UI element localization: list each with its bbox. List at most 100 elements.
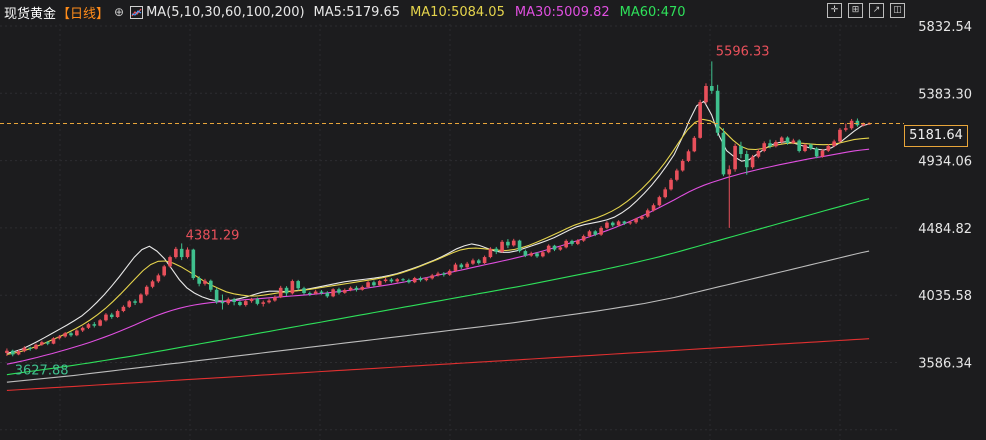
- candle-down: [552, 245, 557, 250]
- candle-up: [290, 281, 295, 294]
- candle-up: [546, 245, 551, 253]
- candle-up: [686, 151, 691, 161]
- candle-down: [302, 288, 306, 294]
- candle-up: [366, 282, 370, 288]
- candle-up: [675, 170, 679, 180]
- candle-down: [255, 299, 260, 304]
- candle-up: [576, 240, 580, 244]
- candle-down: [570, 240, 574, 244]
- candle-up: [762, 143, 767, 152]
- candle-down: [28, 347, 33, 349]
- candle-down: [797, 140, 801, 152]
- candle-down: [214, 289, 219, 302]
- candle-down: [354, 287, 359, 290]
- candle-up: [40, 342, 44, 345]
- candle-up: [412, 278, 417, 283]
- candle-down: [809, 144, 813, 149]
- candle-up: [634, 218, 638, 223]
- candle-down: [535, 253, 539, 257]
- add-indicator-icon[interactable]: ⊕: [114, 5, 125, 19]
- candle-up: [98, 320, 102, 326]
- candle-up: [500, 241, 504, 252]
- y-tick-label: 4934.06: [918, 155, 972, 170]
- candle-up: [861, 123, 866, 126]
- candle-up: [395, 279, 400, 282]
- ma100-line: [6, 250, 870, 383]
- candle-down: [401, 279, 405, 281]
- candle-down: [855, 120, 860, 126]
- candle-up: [482, 257, 487, 264]
- candle-down: [389, 279, 394, 282]
- candle-up: [698, 102, 702, 138]
- candle-up: [581, 236, 586, 241]
- candle-up: [273, 297, 277, 301]
- indicator-bar: 现货黄金 【日线】 ⊕ MA(5,10,30,60,100,200) MA5:5…: [0, 0, 820, 24]
- candle-up: [791, 140, 796, 143]
- split-view-icon[interactable]: ◫: [890, 3, 905, 18]
- candle-down: [191, 249, 196, 279]
- y-axis: 5832.54 5383.30 4934.06 4484.82 4035.58 3586.…: [918, 20, 972, 372]
- candle-up: [267, 300, 271, 303]
- candle-up: [657, 197, 662, 206]
- candle-up: [63, 333, 67, 337]
- candle-down: [814, 148, 819, 157]
- candle-up: [564, 240, 568, 248]
- candle-up: [820, 150, 825, 157]
- low-annotation: 3627.88: [15, 363, 69, 378]
- candle-down: [10, 350, 15, 355]
- candle-down: [45, 342, 50, 344]
- candle-up: [727, 169, 732, 175]
- candle-up: [261, 302, 266, 304]
- annotations: 5596.33 4381.29 3627.88: [15, 44, 770, 378]
- candle-down: [459, 264, 464, 268]
- candle-down: [744, 154, 749, 168]
- candle-down: [523, 251, 528, 256]
- candle-up: [80, 327, 85, 331]
- crosshair-icon[interactable]: ✛: [827, 3, 842, 18]
- candle-up: [313, 291, 318, 294]
- ma-params-label: MA(5,10,30,60,100,200): [146, 4, 305, 20]
- draw-icon[interactable]: ↗: [869, 3, 884, 18]
- candle-up: [127, 301, 132, 307]
- candle-down: [69, 333, 73, 336]
- candle-up: [174, 248, 178, 258]
- candle-up: [249, 299, 254, 302]
- candle-up: [680, 160, 685, 171]
- candle-up: [471, 260, 475, 264]
- candle-up: [86, 324, 91, 328]
- candle-up: [34, 344, 38, 349]
- grid-lines: [0, 24, 900, 440]
- candle-up: [651, 205, 656, 211]
- candle-up: [488, 248, 493, 258]
- candle-up: [383, 279, 388, 282]
- candle-up: [348, 287, 353, 291]
- period-selector[interactable]: 【日线】: [57, 6, 110, 22]
- candle-down: [325, 293, 330, 297]
- candle-up: [838, 129, 842, 142]
- candle-up: [144, 286, 149, 295]
- candle-up: [750, 156, 755, 168]
- candle-up: [51, 338, 56, 344]
- ma5-value: MA5:5179.65: [313, 4, 401, 20]
- ma-indicator-icon[interactable]: [130, 5, 144, 19]
- candle-down: [220, 301, 225, 304]
- candle-up: [424, 278, 429, 281]
- candle-up: [605, 222, 609, 228]
- candle-down: [284, 287, 289, 294]
- mid-high-annotation: 4381.29: [186, 228, 240, 243]
- candle-up: [587, 231, 592, 237]
- candle-down: [768, 143, 772, 147]
- candle-up: [756, 151, 761, 157]
- candle-up: [843, 128, 848, 130]
- candle-up: [669, 179, 673, 190]
- candle-up: [243, 301, 248, 306]
- candle-down: [785, 137, 790, 143]
- candle-up: [453, 264, 458, 271]
- grid-icon[interactable]: ⊞: [848, 3, 863, 18]
- candle-down: [197, 278, 201, 284]
- candle-down: [232, 299, 236, 303]
- y-tick-label: 4484.82: [918, 222, 972, 237]
- candle-up: [704, 86, 708, 103]
